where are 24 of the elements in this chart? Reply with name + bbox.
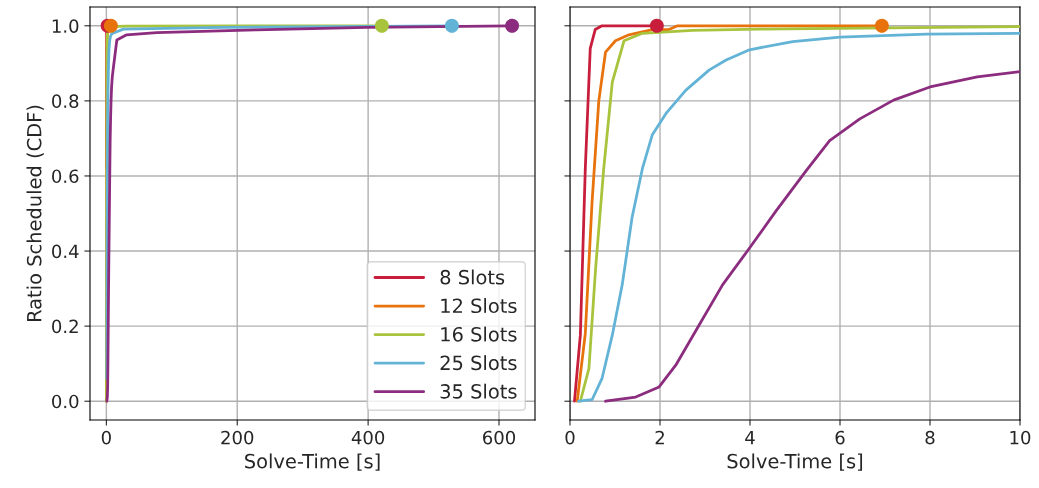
y-tick-label: 0.0 xyxy=(52,394,79,409)
legend-label: 8 Slots xyxy=(440,269,505,285)
x-tick-label: 200 xyxy=(221,430,254,445)
x-tick-label: 0 xyxy=(565,430,575,445)
x-axis-title: Solve-Time [s] xyxy=(727,453,863,471)
x-tick-label: 10 xyxy=(1010,430,1031,445)
legend-label: 35 Slots xyxy=(440,383,517,399)
y-tick-label: 1.0 xyxy=(52,19,79,33)
x-tick-label: 8 xyxy=(925,430,935,445)
x-tick-label: 6 xyxy=(835,430,845,445)
x-tick-label: 400 xyxy=(351,430,385,445)
x-tick-label: 2 xyxy=(655,430,664,445)
y-tick-label: 0.2 xyxy=(52,319,78,334)
y-tick-label: 0.4 xyxy=(52,244,79,259)
legend-label: 25 Slots xyxy=(440,355,517,371)
y-axis-title: Ratio Scheduled (CDF) xyxy=(26,105,44,322)
x-tick-label: 0 xyxy=(101,430,111,445)
x-tick-label: 600 xyxy=(483,430,516,445)
legend-label: 12 Slots xyxy=(441,298,517,314)
y-tick-label: 0.8 xyxy=(52,94,79,108)
y-tick-label: 0.6 xyxy=(52,169,79,184)
x-tick-label: 4 xyxy=(745,430,755,445)
legend-label: 16 Slots xyxy=(441,326,517,342)
x-axis-title: Solve-Time [s] xyxy=(245,453,380,471)
